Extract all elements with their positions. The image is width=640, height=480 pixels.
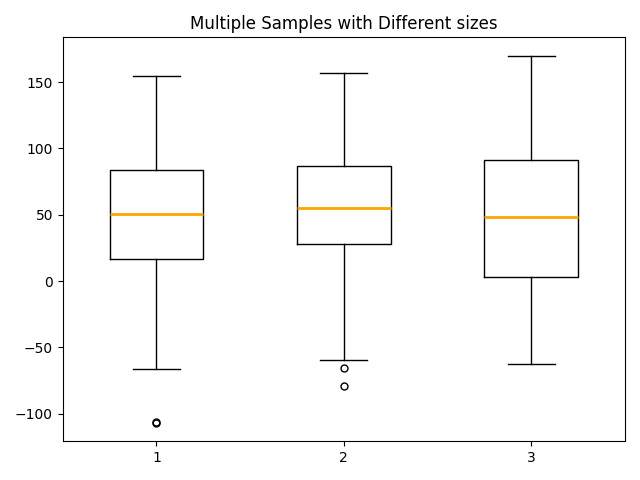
Title: Multiple Samples with Different sizes: Multiple Samples with Different sizes (190, 15, 498, 33)
